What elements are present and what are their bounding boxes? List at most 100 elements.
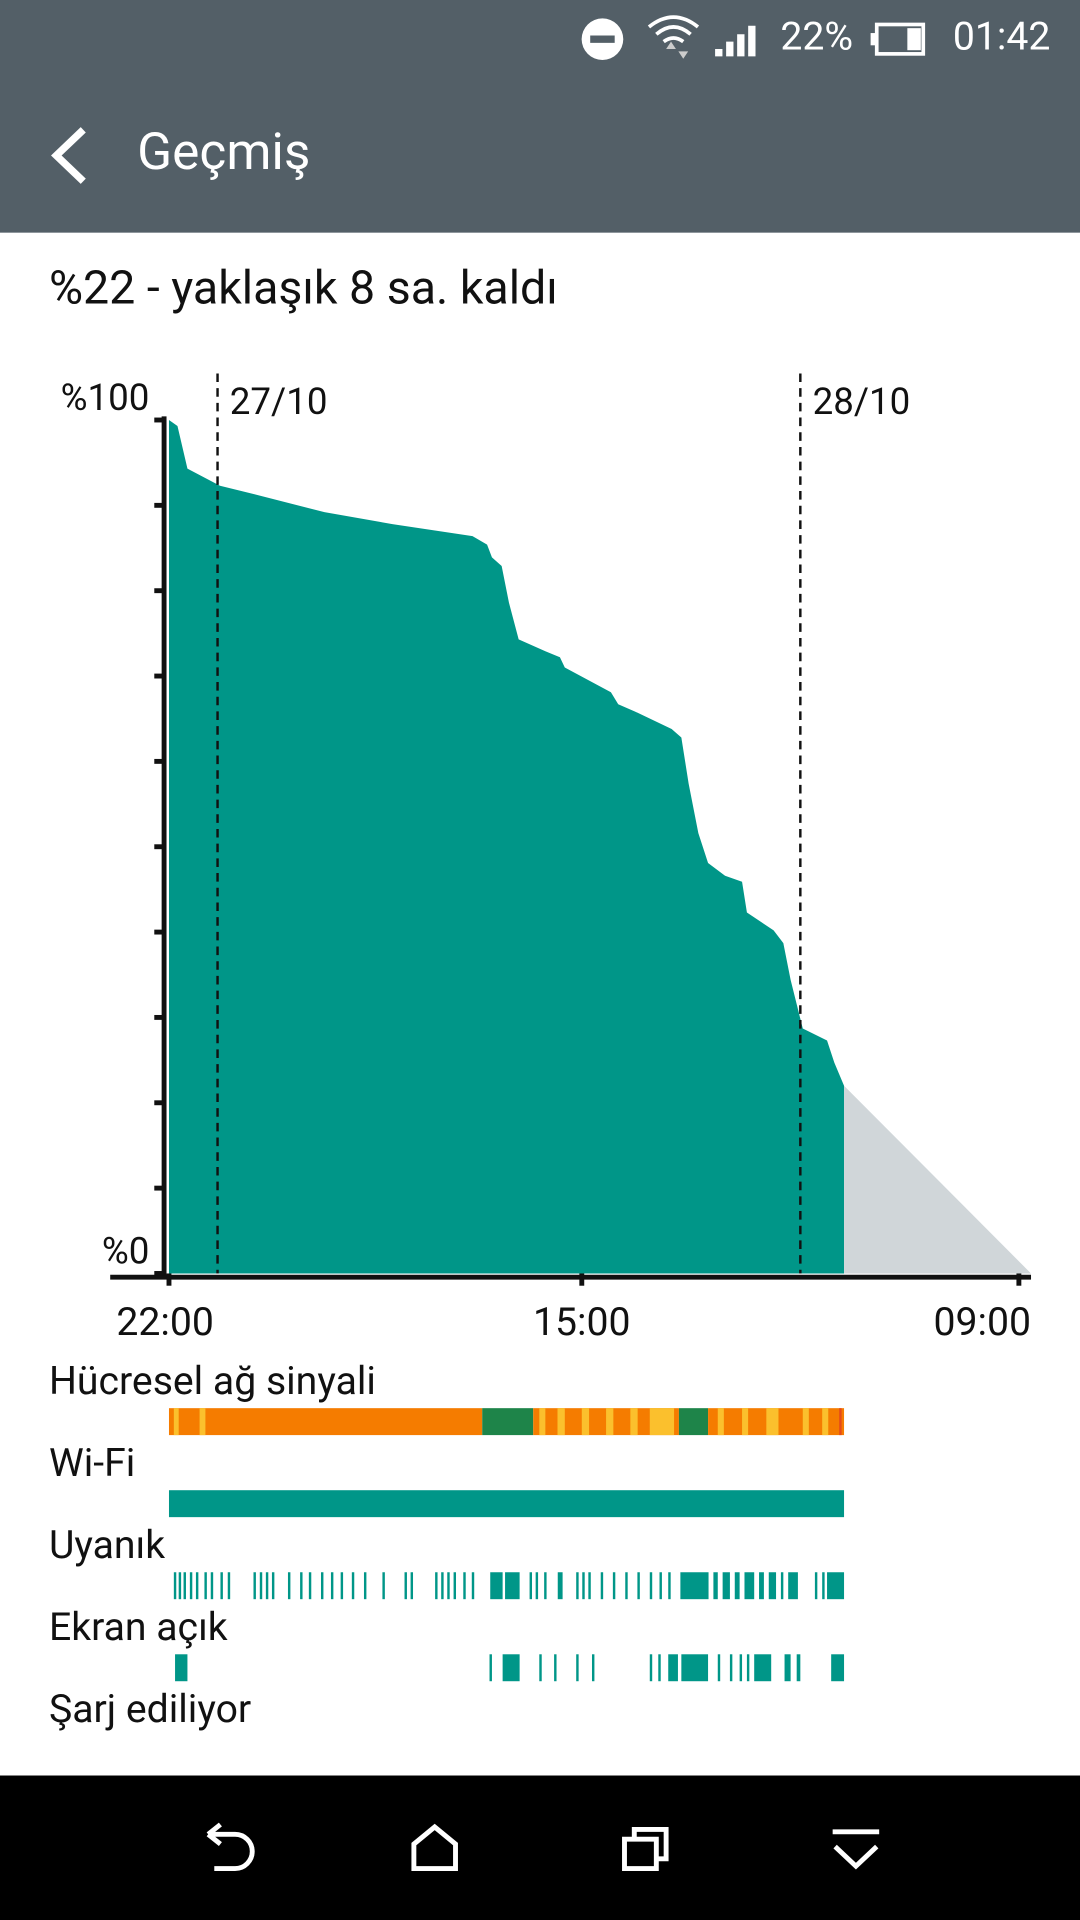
track-segment [539, 1408, 546, 1436]
track-segment [581, 1408, 590, 1436]
page-title: Geçmiş [137, 121, 310, 182]
nav-recents[interactable] [622, 1826, 669, 1872]
track-segment [766, 1408, 779, 1436]
track-segment [576, 1572, 579, 1600]
track-segment [271, 1572, 275, 1600]
track-segment [410, 1572, 414, 1600]
track-segment [717, 1408, 724, 1436]
track-segment [784, 1654, 791, 1682]
battery-area [168, 420, 845, 1274]
track-segment [722, 1572, 730, 1600]
track-segment [831, 1654, 845, 1682]
track-segment [173, 1572, 177, 1600]
track-segment [637, 1572, 640, 1600]
track-segment [658, 1654, 661, 1682]
track-segment [227, 1572, 231, 1600]
track-segment [489, 1654, 492, 1682]
track-segment [453, 1572, 457, 1600]
app-bar [0, 0, 1080, 233]
track-segment [557, 1408, 565, 1436]
track-segment [220, 1572, 223, 1600]
track-segment [204, 1572, 207, 1600]
track-segment [625, 1572, 628, 1600]
track-segment [529, 1572, 533, 1600]
track-segment [768, 1572, 777, 1600]
track-label: Ekran açık [49, 1604, 228, 1650]
track-segment [505, 1572, 520, 1600]
track-segment [363, 1572, 367, 1600]
track-segment [754, 1654, 772, 1682]
nav-dropdown[interactable] [832, 1829, 880, 1870]
track-segment [822, 1408, 829, 1436]
track-segment [287, 1572, 291, 1600]
track-segment [668, 1654, 678, 1682]
track-segment [210, 1572, 214, 1600]
status-icons [581, 15, 756, 60]
track-segment [814, 1572, 818, 1600]
track-segment [630, 1408, 638, 1436]
track-segment [183, 1572, 186, 1600]
track-segment [490, 1572, 503, 1600]
track-segment [502, 1654, 520, 1682]
track-segment [253, 1572, 256, 1600]
track-segment [742, 1408, 749, 1436]
track-segment [435, 1572, 438, 1600]
track-segment [168, 1490, 845, 1518]
track-segment [680, 1572, 709, 1600]
track-segment [827, 1572, 845, 1600]
track-segment [582, 1572, 585, 1600]
track-label: Uyanık [49, 1522, 165, 1568]
track-segment [659, 1572, 662, 1600]
track-label: Hücresel ağ sinyali [49, 1358, 376, 1404]
track-segment [539, 1654, 542, 1682]
track-segment [199, 1408, 206, 1436]
track-segment [195, 1572, 199, 1600]
track-segment [668, 1572, 671, 1600]
y-tick-label: %100 [61, 376, 150, 419]
track-segment [168, 1408, 483, 1436]
track-segment [447, 1572, 450, 1600]
track-segment [734, 1572, 740, 1600]
track-segment [576, 1654, 579, 1682]
track-segment [330, 1572, 334, 1600]
track-segment [839, 1408, 842, 1436]
track-segment [649, 1572, 653, 1600]
track-segment [788, 1572, 798, 1600]
date-marker-label: 28/10 [813, 380, 911, 423]
track-segment [535, 1572, 539, 1600]
track-segment [557, 1572, 563, 1600]
back-button[interactable] [51, 127, 86, 184]
track-segment [404, 1572, 407, 1600]
nav-back[interactable] [206, 1822, 255, 1872]
navigation-bar [0, 1775, 1080, 1920]
track-segment [340, 1572, 344, 1600]
track-segment [796, 1654, 801, 1682]
track-segment [441, 1572, 444, 1600]
track-segment [482, 1408, 534, 1436]
track-segment [320, 1572, 324, 1600]
battery-percent: 22% [780, 14, 853, 60]
track-segment [780, 1572, 784, 1600]
y-tick-label: %0 [102, 1230, 150, 1273]
x-tick-label: 22:00 [116, 1299, 214, 1345]
track-segment [822, 1572, 825, 1600]
track-segment [739, 1654, 743, 1682]
battery-icon [870, 22, 926, 56]
track-segment [746, 1654, 750, 1682]
track-segment [759, 1572, 764, 1600]
track-segment [678, 1408, 709, 1436]
track-segment [717, 1654, 721, 1682]
track-segment [259, 1572, 263, 1600]
battery-area [844, 1085, 1032, 1274]
track-segment [351, 1572, 355, 1600]
track-segment [463, 1572, 466, 1600]
x-tick-label: 15:00 [533, 1299, 631, 1345]
date-marker-label: 27/10 [230, 380, 328, 423]
track-segment [544, 1572, 547, 1600]
track-segment [649, 1408, 675, 1436]
track-segment [713, 1572, 718, 1600]
track-segment [189, 1572, 193, 1600]
battery-summary: %22 - yaklaşık 8 sa. kaldı [49, 262, 558, 316]
nav-home[interactable] [411, 1823, 458, 1872]
